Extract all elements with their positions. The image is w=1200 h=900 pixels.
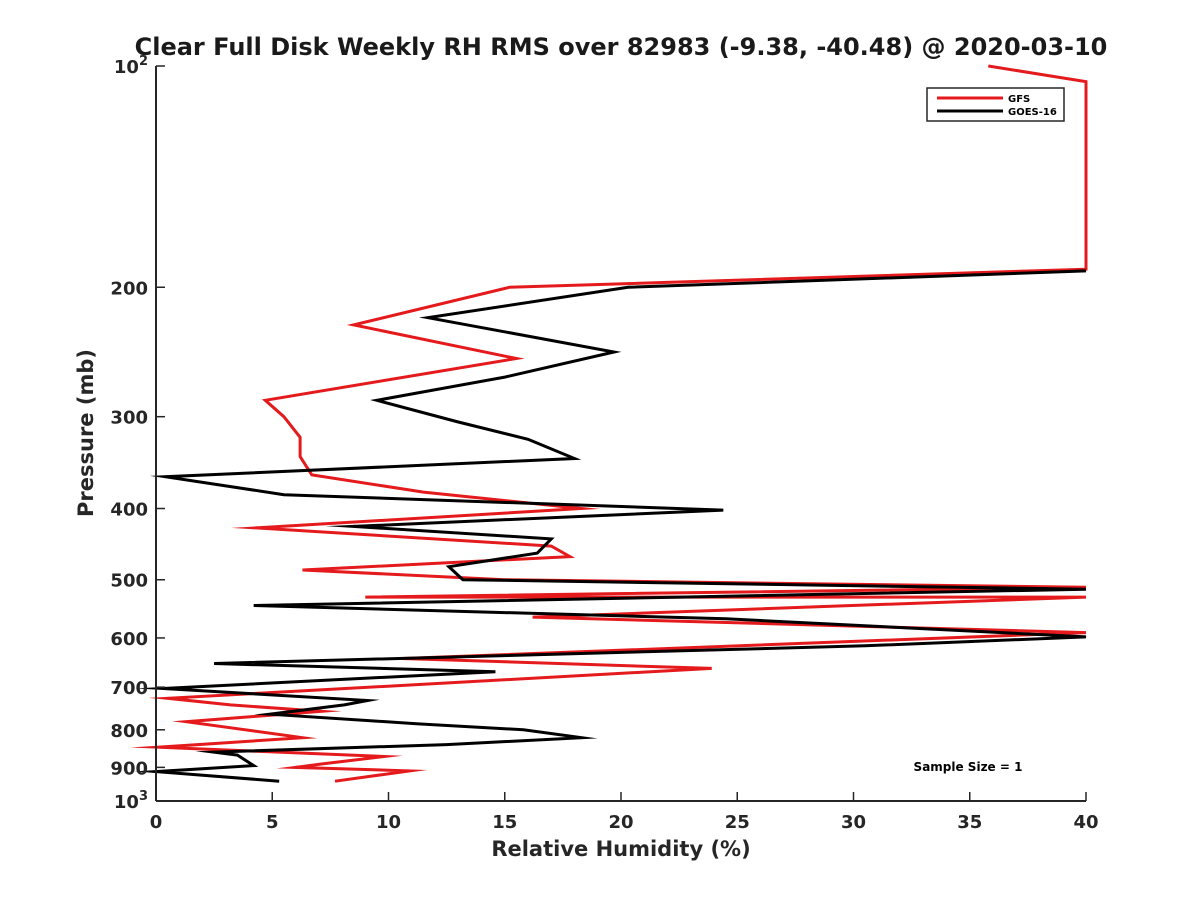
x-tick-label: 15 (492, 812, 517, 833)
chart-title: Clear Full Disk Weekly RH RMS over 82983… (135, 33, 1108, 61)
series-line-goes-16 (134, 269, 1087, 783)
sample-size-annotation: Sample Size = 1 (914, 760, 1023, 774)
x-tick-label: 25 (725, 812, 750, 833)
y-tick-label: 600 (110, 629, 148, 650)
series-layer (130, 64, 1088, 783)
x-tick-label: 10 (376, 812, 401, 833)
x-tick-label: 5 (266, 812, 279, 833)
legend-label-goes-16: GOES-16 (1008, 107, 1057, 118)
series-line-gfs (130, 64, 1088, 783)
x-tick-label: 35 (957, 812, 982, 833)
x-axis-ticks: 0 5 10 15 20 25 30 35 40 (150, 792, 1099, 833)
y-tick-label: 700 (110, 678, 148, 699)
y-tick-label: 400 (110, 500, 148, 521)
x-axis-label: Relative Humidity (%) (491, 837, 750, 861)
x-tick-label: 0 (150, 812, 163, 833)
y-tick-label: 300 (110, 408, 148, 429)
y-axis-ticks: 102 200 300 400 500 600 700 800 900 103 (110, 54, 165, 813)
x-tick-label: 20 (608, 812, 633, 833)
x-tick-label: 30 (841, 812, 866, 833)
y-tick-label: 500 (110, 571, 148, 592)
y-axis-label: Pressure (mb) (74, 349, 98, 517)
y-tick-label: 200 (110, 278, 148, 299)
y-tick-label: 102 (114, 54, 148, 78)
legend-box (926, 87, 1065, 122)
legend: GFS GOES-16 (926, 87, 1065, 122)
y-tick-label: 800 (110, 721, 148, 742)
legend-label-gfs: GFS (1008, 94, 1030, 105)
x-tick-label: 40 (1073, 812, 1098, 833)
y-tick-label: 103 (114, 789, 148, 813)
y-tick-label: 900 (110, 758, 148, 779)
